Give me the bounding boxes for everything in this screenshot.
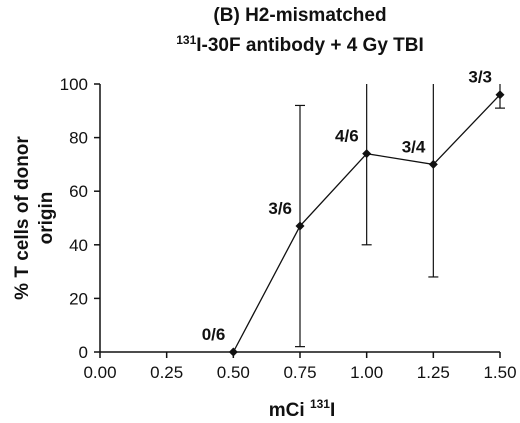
data-markers (228, 90, 505, 357)
data-point (228, 347, 238, 357)
data-label: 3/6 (268, 199, 292, 218)
data-label: 0/6 (202, 325, 226, 344)
y-tick-label: 80 (69, 129, 88, 148)
data-point (495, 90, 505, 100)
chart-title-line1: (B) H2-mismatched (213, 5, 386, 26)
x-ticks: 0.00 0.25 0.50 0.75 1.00 1.25 1.50 (83, 352, 517, 382)
x-tick-label: 0.00 (83, 363, 116, 382)
y-ticks: 0 20 40 60 80 100 (60, 75, 100, 362)
data-point (428, 159, 438, 169)
chart-title-line2: 131I-30F antibody + 4 Gy TBI (176, 33, 424, 56)
x-tick-label: 1.00 (350, 363, 383, 382)
data-point (362, 149, 372, 159)
y-axis-label: % T cells of donor origin (12, 136, 57, 300)
data-label: 3/4 (402, 137, 426, 156)
y-tick-label: 40 (69, 236, 88, 255)
y-tick-label: 0 (79, 343, 88, 362)
x-tick-label: 1.25 (417, 363, 450, 382)
x-tick-label: 0.75 (283, 363, 316, 382)
point-annotations: 0/6 3/6 4/6 3/4 3/3 (202, 68, 492, 344)
x-tick-label: 0.25 (150, 363, 183, 382)
y-tick-label: 20 (69, 289, 88, 308)
x-tick-label: 1.50 (483, 363, 516, 382)
data-label: 4/6 (335, 127, 359, 146)
y-tick-label: 100 (60, 75, 88, 94)
y-axis-label-line1: % T cells of donor (12, 136, 33, 300)
y-tick-label: 60 (69, 182, 88, 201)
x-axis-label: mCi 131I (269, 397, 336, 421)
data-label: 3/3 (468, 68, 492, 87)
x-tick-label: 0.50 (217, 363, 250, 382)
y-axis-label-line2: origin (36, 192, 57, 245)
error-bars (295, 84, 505, 348)
data-point (295, 221, 305, 231)
